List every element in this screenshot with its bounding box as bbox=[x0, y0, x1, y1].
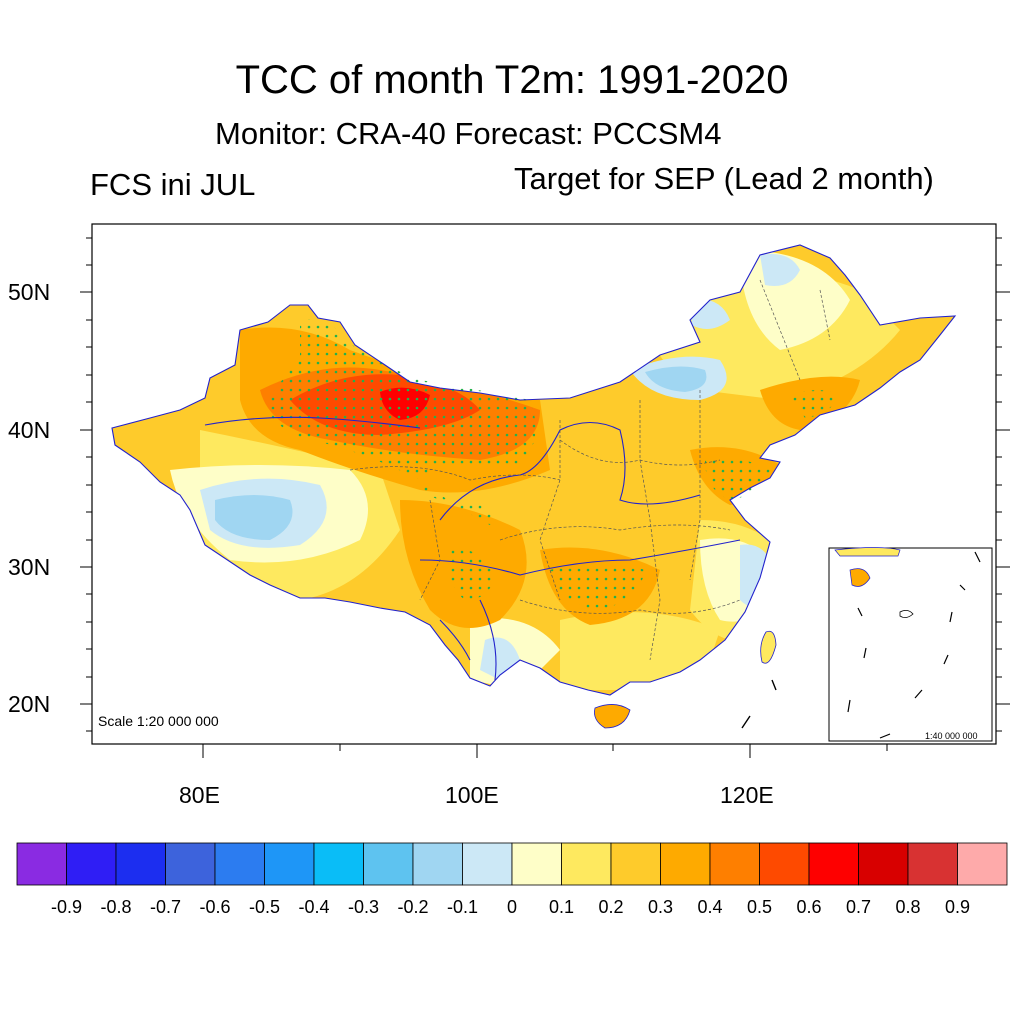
inset-content bbox=[834, 547, 981, 739]
colorbar-tick-label: 0.3 bbox=[647, 897, 674, 917]
lon-label-120e: 120E bbox=[720, 782, 774, 808]
rivers bbox=[204, 416, 741, 681]
colorbar-tick-label: 0 bbox=[506, 897, 517, 917]
colorbar-tick-label: -0.5 bbox=[248, 897, 281, 917]
map-title: TCC of month T2m: 1991-2020 bbox=[235, 58, 789, 102]
forecast-init-label: FCS ini JUL bbox=[90, 167, 256, 202]
lat-label-30n: 30N bbox=[8, 554, 51, 580]
colorbar-box bbox=[462, 842, 513, 886]
colorbar-tick-label: -0.6 bbox=[199, 897, 231, 917]
colorbar-box bbox=[610, 842, 661, 886]
hainan-island bbox=[594, 704, 631, 729]
colorbar-box bbox=[858, 842, 909, 886]
colorbar-box bbox=[907, 842, 958, 886]
colorbar-tick-label: 0.5 bbox=[746, 897, 773, 917]
inset-scale-label: 1:40 000 000 bbox=[925, 731, 978, 741]
colorbar-box bbox=[214, 842, 265, 886]
lat-label-20n: 20N bbox=[8, 691, 51, 717]
lat-ticks bbox=[80, 237, 1010, 732]
colorbar bbox=[16, 842, 1008, 886]
colorbar-box bbox=[264, 842, 315, 886]
colorbar-tick-label: 0.6 bbox=[796, 897, 822, 917]
colorbar-box bbox=[412, 842, 463, 886]
main-scale-label: Scale 1:20 000 000 bbox=[98, 713, 219, 729]
colorbar-tick-label: 0.2 bbox=[598, 897, 624, 917]
colorbar-box bbox=[759, 842, 810, 886]
colorbar-box bbox=[165, 842, 216, 886]
colorbar-tick-label: -0.1 bbox=[446, 897, 479, 917]
colorbar-box bbox=[957, 842, 1008, 886]
colorbar-tick-label: 0.9 bbox=[944, 897, 971, 917]
significance-stipple bbox=[265, 319, 840, 610]
colorbar-box bbox=[313, 842, 364, 886]
target-label: Target for SEP (Lead 2 month) bbox=[514, 161, 934, 196]
colorbar-box bbox=[363, 842, 414, 886]
colorbar-box bbox=[660, 842, 711, 886]
lat-label-40n: 40N bbox=[8, 417, 51, 443]
colorbar-tick-label: -0.8 bbox=[100, 897, 132, 917]
lon-ticks bbox=[202, 744, 888, 758]
map-subtitle: Monitor: CRA-40 Forecast: PCCSM4 bbox=[215, 116, 722, 151]
colorbar-tick-label: -0.3 bbox=[347, 897, 380, 917]
colorbar-tick-label: -0.9 bbox=[50, 897, 83, 917]
colorbar-tick-label: 0.1 bbox=[548, 897, 575, 917]
colorbar-box bbox=[808, 842, 859, 886]
colorbar-box bbox=[709, 842, 760, 886]
colorbar-box bbox=[511, 842, 562, 886]
lon-label-80e: 80E bbox=[179, 782, 220, 808]
colorbar-box bbox=[561, 842, 612, 886]
taiwan-island bbox=[760, 630, 777, 664]
boundary-dashes bbox=[741, 679, 777, 729]
colorbar-tick-label: -0.2 bbox=[397, 897, 429, 917]
province-boundaries bbox=[349, 279, 831, 661]
lat-label-50n: 50N bbox=[8, 279, 51, 305]
colorbar-box bbox=[16, 842, 67, 886]
colorbar-box bbox=[66, 842, 117, 886]
colorbar-tick-label: -0.7 bbox=[149, 897, 182, 917]
colorbar-tick-label: 0.4 bbox=[697, 897, 723, 917]
colorbar-tick-label: 0.7 bbox=[845, 897, 872, 917]
colorbar-tick-label: -0.4 bbox=[298, 897, 330, 917]
lon-label-100e: 100E bbox=[445, 782, 499, 808]
colorbar-tick-label: 0.8 bbox=[895, 897, 921, 917]
colorbar-box bbox=[115, 842, 166, 886]
